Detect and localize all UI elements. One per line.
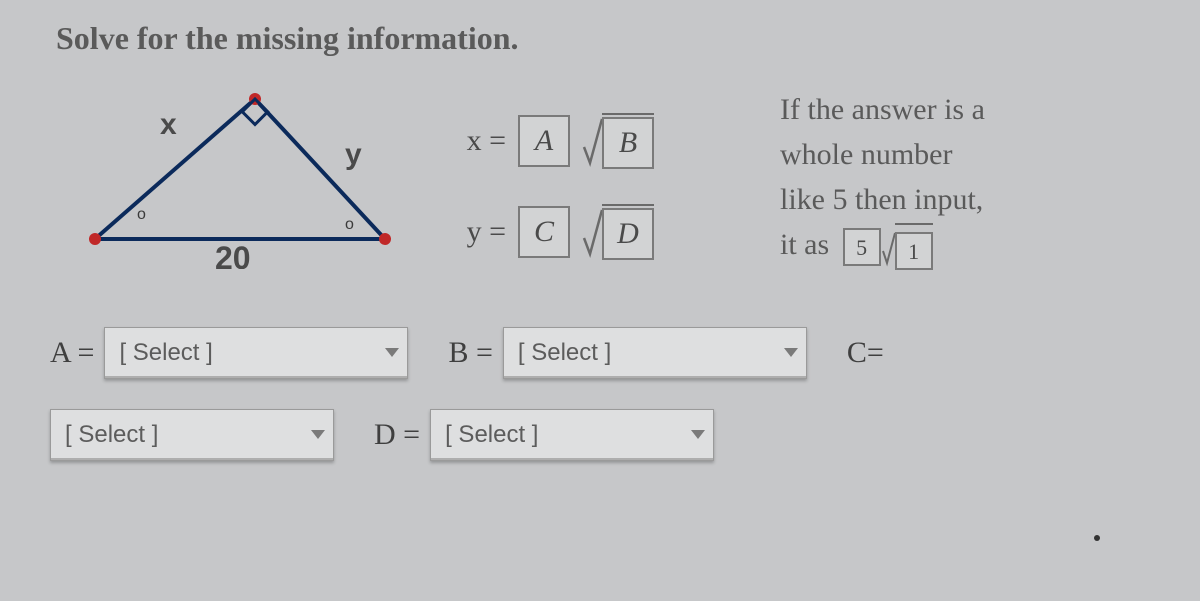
question-prompt: Solve for the missing information. <box>56 20 1170 57</box>
label-a: A = <box>50 336 94 370</box>
box-a: A <box>518 115 570 167</box>
label-b: B = <box>448 336 492 370</box>
box-d: D <box>602 208 654 260</box>
equation-y: y = C D <box>450 204 750 260</box>
box-b: B <box>602 117 654 169</box>
right-angle: o <box>345 216 354 233</box>
chevron-down-icon <box>784 348 798 357</box>
equation-x: x = A B <box>450 113 750 169</box>
select-a[interactable]: [ Select ] <box>104 327 408 379</box>
triangle-diagram: x y 20 o o <box>50 79 420 269</box>
label-c: C= <box>847 336 884 370</box>
instruction-note: If the answer is a whole number like 5 t… <box>780 77 1170 272</box>
example-coef: 5 <box>843 228 881 266</box>
chevron-down-icon <box>311 430 325 439</box>
base-label: 20 <box>215 240 251 269</box>
example-rad: 1 <box>895 232 933 270</box>
select-b[interactable]: [ Select ] <box>503 327 807 379</box>
box-c: C <box>518 206 570 258</box>
side-y-label: y <box>345 138 362 171</box>
stray-dot <box>1094 535 1100 541</box>
side-x-label: x <box>160 108 177 141</box>
select-c[interactable]: [ Select ] <box>50 409 334 461</box>
label-d: D = <box>374 418 420 452</box>
left-angle: o <box>137 206 146 223</box>
select-d[interactable]: [ Select ] <box>430 409 714 461</box>
chevron-down-icon <box>691 430 705 439</box>
chevron-down-icon <box>385 348 399 357</box>
